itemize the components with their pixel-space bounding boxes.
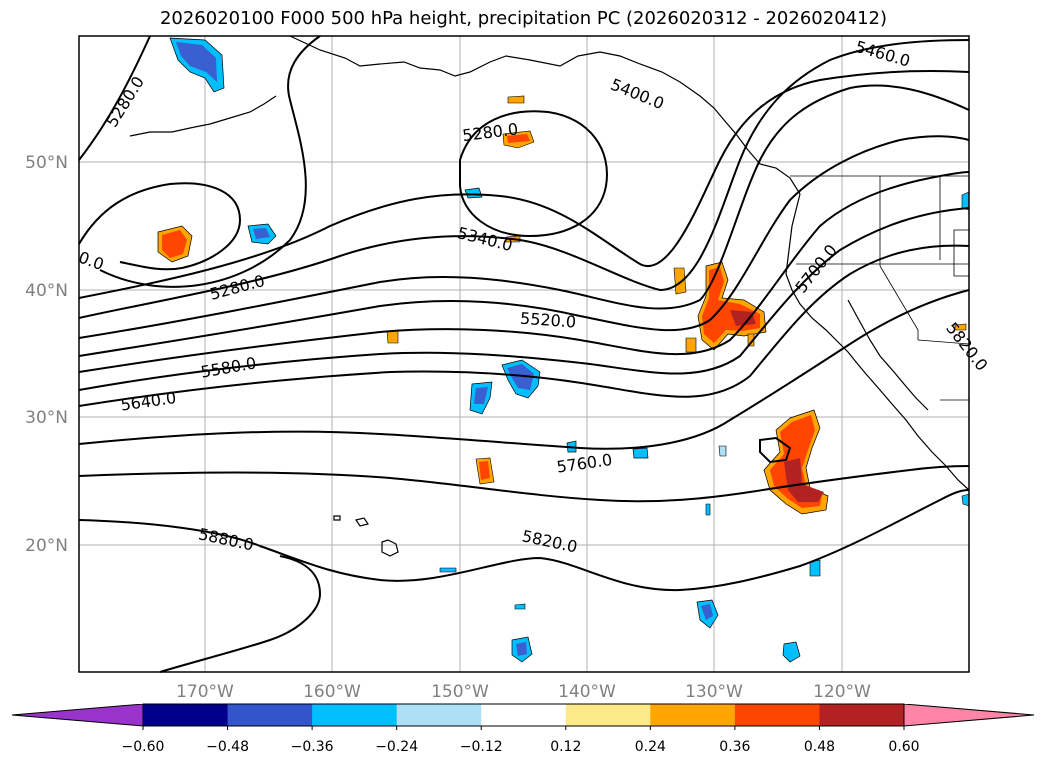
closed-contour-low <box>759 436 792 464</box>
contour-5400 <box>78 39 970 319</box>
precip-patch-pos <box>954 323 967 331</box>
colorbar-outline <box>11 703 1035 727</box>
precip-patch-pos-peak <box>784 458 824 502</box>
precip-patch-neg-core <box>507 364 534 390</box>
colorbar-tick-label: 0.36 <box>719 739 750 755</box>
contour-5820 <box>78 465 970 503</box>
precip-patch-neg-core <box>516 642 527 656</box>
lon-label-120w: 120°W <box>813 682 871 702</box>
contour-5280-low <box>459 110 608 238</box>
baja-peninsula <box>847 299 929 411</box>
contour-5700 <box>78 244 970 407</box>
coastlines <box>129 35 970 557</box>
contour-5280-closed <box>78 182 242 271</box>
hawaii-islands <box>355 517 369 527</box>
hawaii-islands <box>333 515 341 521</box>
colorbar-ticks: −0.60 −0.48 −0.36 −0.24 −0.12 0.12 0.24 0.36 0.4… <box>122 726 920 755</box>
colorbar-segment <box>650 704 736 726</box>
precip-patch-pos-core <box>507 134 530 143</box>
colorbar-extend-high <box>904 704 1034 726</box>
precip-patch-pos-core <box>479 461 490 480</box>
colorbar-tick-label: 0.12 <box>550 739 581 755</box>
contour-5760 <box>78 289 970 450</box>
lat-labels: 50°N 40°N 30°N 20°N <box>25 153 68 556</box>
contour-5280-west <box>78 35 151 161</box>
lon-label-170w: 170°W <box>176 682 234 702</box>
precip-patch-neg-core <box>176 42 217 82</box>
precip-patch-pos <box>507 95 525 104</box>
contour-label: 5520.0 <box>520 309 577 332</box>
precip-patch-neg <box>439 567 457 573</box>
alaska-coast <box>289 35 801 195</box>
precip-patch-neg <box>464 187 483 199</box>
colorbar-segment <box>143 704 229 726</box>
colorbar-segment <box>227 704 313 726</box>
contour-5880 <box>159 555 322 673</box>
contour-5280-mid <box>99 35 321 288</box>
colorbar-tick-label: −0.24 <box>375 739 418 755</box>
contour-5640 <box>78 207 970 391</box>
hawaii-big-island <box>381 539 399 557</box>
lon-label-130w: 130°W <box>685 682 743 702</box>
lon-label-150w: 150°W <box>431 682 489 702</box>
precip-patch-neg <box>632 447 649 459</box>
colorbar-tick-label: 0.60 <box>888 739 919 755</box>
contour-5340 <box>78 69 970 299</box>
precip-patch-neg <box>718 445 727 457</box>
contour-5820-south <box>78 489 970 592</box>
lat-label-50n: 50°N <box>25 153 68 173</box>
precip-patch-neg <box>961 493 970 507</box>
contour-5520 <box>78 135 970 357</box>
precip-patch-neg-core <box>253 228 270 239</box>
lat-label-20n: 20°N <box>25 536 68 556</box>
lon-label-140w: 140°W <box>558 682 616 702</box>
colorbar-segment <box>734 704 820 726</box>
colorbar-segment <box>396 704 482 726</box>
colorbar-segment <box>565 704 651 726</box>
contour-5460 <box>78 84 970 339</box>
precip-patch-pos-core <box>162 230 187 258</box>
colorbar-tick-label: 0.48 <box>804 739 835 755</box>
colorbar: −0.60 −0.48 −0.36 −0.24 −0.12 0.12 0.24 0.36 0.4… <box>11 703 1035 755</box>
colorbar-segment <box>481 704 567 726</box>
height-contours <box>78 35 970 673</box>
colorbar-tick-label: −0.48 <box>206 739 249 755</box>
colorbar-segment <box>819 704 905 726</box>
precip-patch-neg-core <box>701 604 713 620</box>
contour-5580 <box>78 171 970 373</box>
precip-patch-pos <box>673 267 687 295</box>
lon-label-160w: 160°W <box>303 682 361 702</box>
map-title: 2026020100 F000 500 hPa height, precipit… <box>159 8 888 29</box>
west-coast-north-america <box>785 193 970 491</box>
precip-patch-pos <box>685 337 697 353</box>
precip-patch-pos-peak <box>730 310 756 326</box>
precip-patch-neg-core <box>474 387 488 404</box>
colorbar-tick-label: −0.36 <box>291 739 334 755</box>
precip-patch-neg <box>514 603 526 610</box>
lat-label-30n: 30°N <box>25 408 68 428</box>
lon-labels: 170°W 160°W 150°W 140°W 130°W 120°W <box>176 682 871 702</box>
aleutian-islands <box>129 95 277 137</box>
colorbar-segment <box>312 704 398 726</box>
precip-patch-neg <box>782 641 801 663</box>
colorbar-tick-label: −0.12 <box>460 739 503 755</box>
precip-patch-neg <box>705 503 711 516</box>
colorbar-tick-label: 0.24 <box>635 739 666 755</box>
colorbar-tick-label: −0.60 <box>122 739 165 755</box>
colorbar-segments <box>12 704 1034 726</box>
precip-negative-areas <box>169 37 970 663</box>
colorbar-extend-low <box>12 704 143 726</box>
lat-label-40n: 40°N <box>25 281 68 301</box>
map-frame <box>78 35 970 673</box>
